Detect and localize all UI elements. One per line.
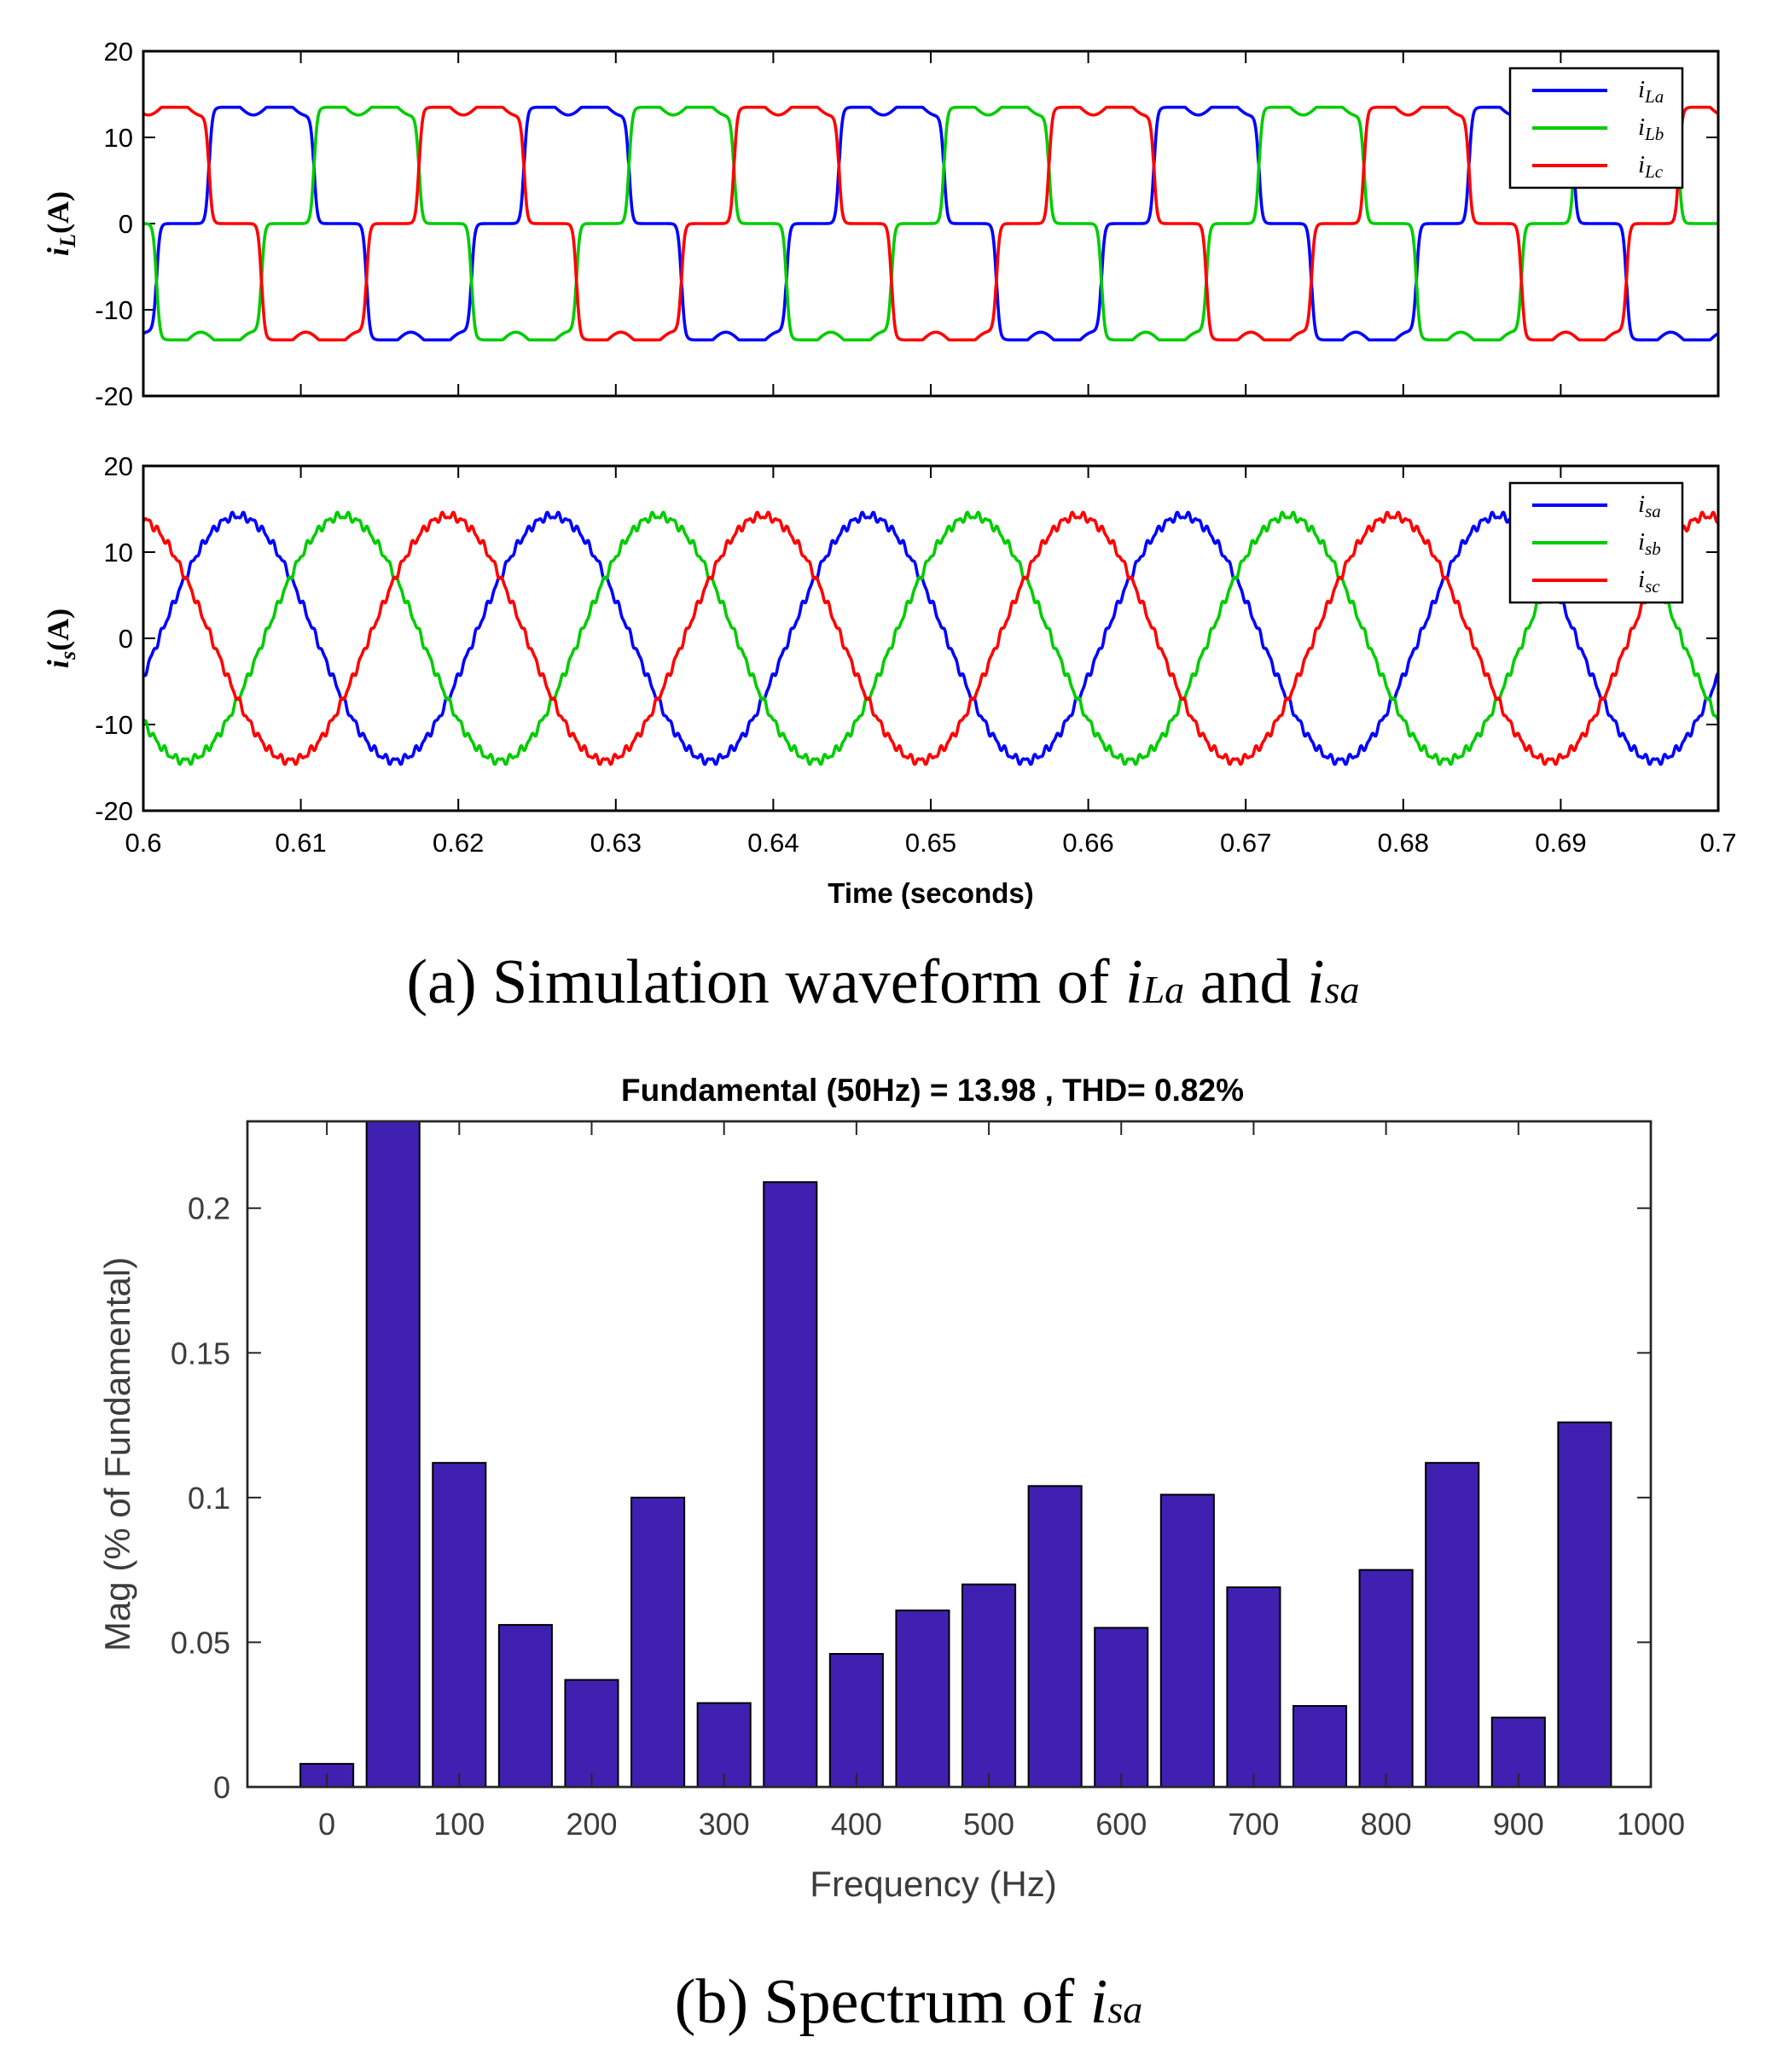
spectrum-bar xyxy=(1226,1586,1281,1788)
source-current-plot: 0.6 0.61 0.62 0.63 0.64 0.65 0.66 0.67 0.68 0.69 0… xyxy=(41,451,1737,909)
spectrum-bar xyxy=(1425,1462,1480,1789)
plot2-x-tick-label: 0.6 xyxy=(125,828,161,858)
spectrum-bar xyxy=(365,1120,421,1788)
spectrum-x-tick-label: 900 xyxy=(1493,1807,1544,1842)
spectrum-bar xyxy=(497,1624,553,1788)
spectrum-x-tick-label: 800 xyxy=(1361,1807,1412,1842)
spectrum-x-tick-label: 200 xyxy=(566,1807,617,1842)
spectrum-bar xyxy=(763,1181,818,1788)
plot2-clip xyxy=(143,510,1718,766)
spectrum-y-tick-label: 0 xyxy=(213,1770,230,1805)
spectrum-y-tick-label: 0.1 xyxy=(188,1481,230,1516)
spectrum-x-tick-label: 300 xyxy=(699,1807,750,1842)
plot2-x-tick-label: 0.68 xyxy=(1378,828,1429,858)
plot1-legend: iLa iLb iLc xyxy=(1508,67,1684,189)
spectrum-x-label: Frequency (Hz) xyxy=(810,1864,1056,1904)
plot1-y-label: iL(A) xyxy=(41,191,80,256)
spectrum-x-tick-label: 700 xyxy=(1228,1807,1279,1842)
load-current-plot: 20 10 0 -10 -20 iL(A) iLa iLb iLc xyxy=(41,37,1720,411)
plot2-axes-box xyxy=(142,464,1720,812)
legend-label-iLc: iLc xyxy=(1638,151,1664,182)
spectrum-axes-frame xyxy=(246,1120,1653,1789)
spectrum-bar xyxy=(1159,1493,1215,1788)
spectrum-x-tick-label: 1000 xyxy=(1617,1807,1685,1842)
spectrum-x-tick-label: 400 xyxy=(831,1807,882,1842)
plot1-y-tick-label: 0 xyxy=(119,209,133,239)
plot2-axes-frame xyxy=(142,464,1720,812)
legend-label-iLb: iLb xyxy=(1638,113,1664,144)
spectrum-bar xyxy=(828,1653,884,1788)
plot2-y-tick-label: 20 xyxy=(104,451,133,481)
legend-label-isc: isc xyxy=(1638,566,1660,597)
plot1-y-tick-label: -10 xyxy=(95,295,133,325)
spectrum-bar xyxy=(630,1496,686,1788)
plot2-legend: isa isb isc xyxy=(1508,481,1684,604)
spectrum-plot: Fundamental (50Hz) = 13.98 , THD= 0.82% … xyxy=(97,1073,1685,1904)
spectrum-bar xyxy=(1358,1569,1414,1789)
plot1-axes-frame xyxy=(142,49,1720,398)
series-line-iLc xyxy=(143,105,1718,342)
series-line-iLa xyxy=(143,105,1718,342)
spectrum-bar xyxy=(564,1679,619,1788)
plot2-x-tick-label: 0.67 xyxy=(1220,828,1271,858)
spectrum-bars xyxy=(299,1120,1612,1789)
spectrum-y-tick-label: 0.05 xyxy=(171,1625,230,1660)
spectrum-y-tick-label: 0.15 xyxy=(171,1336,230,1371)
plot2-x-tick-label: 0.65 xyxy=(905,828,956,858)
plot2-y-label: is(A) xyxy=(41,608,80,668)
spectrum-x-tick-label: 500 xyxy=(963,1807,1014,1842)
plot2-series-lines xyxy=(143,510,1718,766)
caption-b: (b) Spectrum of isa xyxy=(675,1967,1143,2037)
plot2-x-tick-label: 0.7 xyxy=(1699,828,1736,858)
spectrum-bar xyxy=(432,1462,487,1789)
spectrum-bar xyxy=(961,1583,1017,1788)
spectrum-bar xyxy=(1292,1705,1348,1788)
plot1-y-tick-label: -20 xyxy=(95,381,133,411)
plot2-x-tick-label: 0.64 xyxy=(747,828,799,858)
series-line-iLb xyxy=(143,105,1718,342)
spectrum-bar xyxy=(696,1702,752,1789)
caption-a: (a) Simulation waveform of iLa and isa xyxy=(406,947,1359,1017)
plot1-y-tick-label: 10 xyxy=(104,123,133,153)
series-line-isb xyxy=(143,510,1718,766)
spectrum-title: Fundamental (50Hz) = 13.98 , THD= 0.82% xyxy=(621,1073,1244,1108)
plot2-x-tick-label: 0.63 xyxy=(590,828,642,858)
plot1-series-lines xyxy=(143,105,1718,342)
spectrum-bar xyxy=(1094,1627,1149,1789)
spectrum-x-tick-label: 600 xyxy=(1095,1807,1147,1842)
plot2-x-tick-label: 0.69 xyxy=(1535,828,1586,858)
spectrum-bar xyxy=(1557,1421,1612,1789)
legend-label-iLa: iLa xyxy=(1638,76,1664,107)
plot1-clip xyxy=(143,105,1718,342)
plot2-y-tick-label: -10 xyxy=(95,710,133,740)
plot2-y-tick-label: -20 xyxy=(95,796,133,826)
legend-label-isa: isa xyxy=(1638,491,1661,521)
plot2-x-tick-label: 0.62 xyxy=(433,828,484,858)
plot2-y-tick-label: 0 xyxy=(119,624,133,654)
spectrum-y-tick-label: 0.2 xyxy=(188,1191,230,1226)
plot2-y-tick-label: 10 xyxy=(104,538,133,567)
spectrum-x-tick-label: 0 xyxy=(318,1807,335,1842)
series-line-isa xyxy=(143,510,1718,766)
series-line-isc xyxy=(143,510,1718,766)
plot1-y-tick-label: 20 xyxy=(104,37,133,67)
spectrum-bar xyxy=(895,1609,950,1789)
spectrum-x-tick-label: 100 xyxy=(433,1807,485,1842)
plot2-x-label: Time (seconds) xyxy=(828,877,1033,909)
plot2-x-tick-label: 0.61 xyxy=(275,828,326,858)
legend-label-isb: isb xyxy=(1638,528,1661,559)
spectrum-x-ticks: 0 100 200 300 400 500 600 700 800 900 1000 xyxy=(318,1121,1685,1842)
spectrum-bar xyxy=(1027,1485,1083,1788)
spectrum-y-label: Mag (% of Fundamental) xyxy=(97,1257,137,1651)
plot2-x-tick-label: 0.66 xyxy=(1062,828,1113,858)
